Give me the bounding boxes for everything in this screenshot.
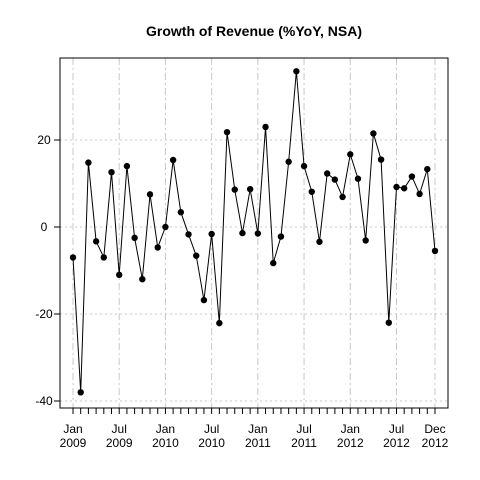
data-point xyxy=(239,229,246,237)
chart-title: Growth of Revenue (%YoY, NSA) xyxy=(146,23,362,39)
x-tick-label-year: 2011 xyxy=(245,436,271,450)
data-point xyxy=(354,175,362,182)
x-tick-label-year: 2012 xyxy=(337,436,364,450)
data-point xyxy=(108,168,115,176)
data-point xyxy=(169,156,177,164)
x-tick-label-year: 2010 xyxy=(152,436,179,450)
x-tick-label-year: 2011 xyxy=(291,436,317,450)
y-tick-label: -40 xyxy=(35,394,53,408)
points-layer xyxy=(69,68,439,396)
y-tick-label: 0 xyxy=(41,220,48,234)
x-tick-label: Jul xyxy=(204,422,219,436)
y-tick-label: -20 xyxy=(35,307,53,321)
y-tick-label: 20 xyxy=(37,133,51,147)
data-point xyxy=(393,183,400,191)
data-point xyxy=(185,231,192,238)
x-tick-label: Jan xyxy=(63,422,82,436)
data-point xyxy=(362,237,369,244)
data-point xyxy=(216,319,223,327)
data-point xyxy=(270,259,277,267)
data-point xyxy=(200,296,208,304)
data-point xyxy=(424,165,431,173)
axis-layer: -40-20020Jan2009Jul2009Jan2010Jul2010Jan… xyxy=(35,133,448,450)
data-point xyxy=(246,185,254,193)
x-tick-label: Dec xyxy=(424,422,445,436)
data-point xyxy=(193,252,200,259)
data-point xyxy=(308,188,315,195)
x-tick-label-year: 2012 xyxy=(383,436,410,450)
x-tick-label: Jan xyxy=(156,422,175,436)
data-point xyxy=(416,190,423,198)
data-point xyxy=(262,123,269,131)
x-tick-label: Jan xyxy=(341,422,360,436)
data-point xyxy=(254,230,262,237)
x-tick-label: Jul xyxy=(296,422,311,436)
data-point xyxy=(385,319,392,326)
data-point xyxy=(123,162,131,170)
data-point xyxy=(293,68,300,75)
x-tick-label: Jul xyxy=(112,422,127,436)
x-tick-label-year: 2012 xyxy=(422,436,449,450)
data-point xyxy=(116,271,123,279)
x-tick-label-year: 2009 xyxy=(106,436,133,450)
x-tick-label-year: 2009 xyxy=(60,436,87,450)
data-point xyxy=(331,176,339,183)
data-point xyxy=(323,170,331,177)
data-point xyxy=(100,254,108,261)
series-line xyxy=(72,71,436,393)
data-point xyxy=(231,186,238,193)
data-point xyxy=(77,389,84,396)
data-point xyxy=(277,233,285,240)
data-point xyxy=(400,185,408,192)
grid-layer xyxy=(60,58,448,408)
data-point xyxy=(223,128,231,136)
x-tick-label: Jul xyxy=(389,422,404,436)
data-point xyxy=(131,234,138,242)
data-point xyxy=(177,209,185,216)
data-point xyxy=(316,238,323,245)
data-point xyxy=(92,238,100,245)
x-tick-label: Jan xyxy=(248,422,267,436)
data-point xyxy=(85,159,92,166)
plot-frame xyxy=(59,57,449,409)
data-point xyxy=(431,247,439,255)
data-point xyxy=(154,244,161,251)
data-point xyxy=(408,173,416,180)
data-point xyxy=(69,254,77,261)
data-point xyxy=(146,191,154,198)
data-point xyxy=(285,158,292,165)
data-point xyxy=(300,162,308,170)
data-point xyxy=(339,193,346,201)
data-point xyxy=(347,151,354,158)
data-point xyxy=(208,230,215,238)
data-point xyxy=(162,223,169,231)
x-tick-label-year: 2010 xyxy=(198,436,225,450)
data-point xyxy=(139,276,146,283)
data-point xyxy=(370,130,377,137)
data-point xyxy=(377,156,385,163)
